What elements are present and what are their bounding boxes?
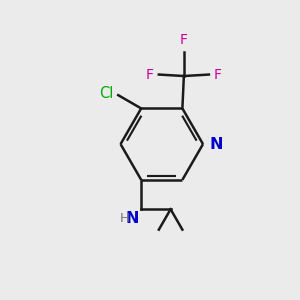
Text: F: F [146,68,154,82]
Text: H: H [119,212,129,225]
Text: N: N [209,136,223,152]
Text: Cl: Cl [99,86,114,101]
Text: F: F [180,33,188,47]
Text: N: N [125,211,139,226]
Text: F: F [214,68,222,82]
